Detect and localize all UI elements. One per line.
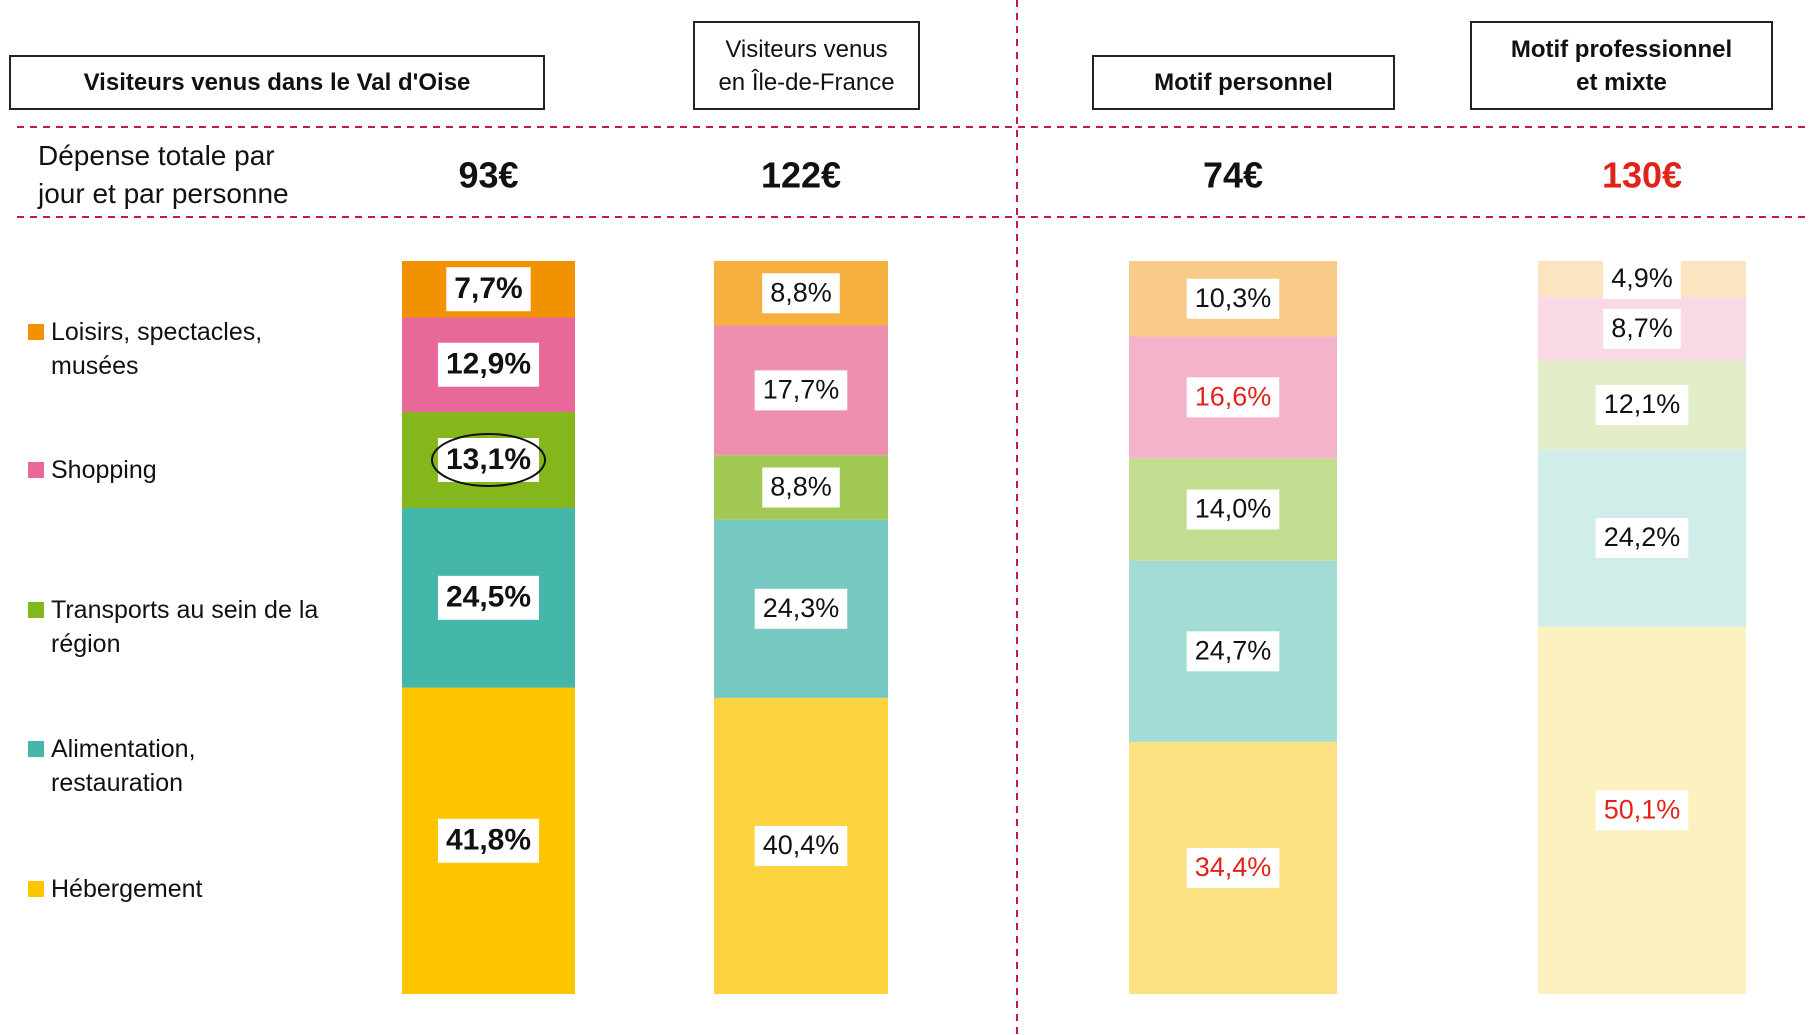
column-header: Motif personnel bbox=[1092, 55, 1395, 110]
legend-label: Shopping bbox=[51, 456, 157, 484]
label-box bbox=[437, 575, 540, 620]
legend-label: Transports au sein de la région bbox=[51, 596, 319, 658]
data-label: 13,1% bbox=[446, 443, 531, 476]
data-label: 34,4% bbox=[1195, 852, 1272, 882]
data-label: 24,5% bbox=[446, 581, 531, 614]
spend-label: Dépense totale par jour et par personne bbox=[38, 140, 289, 209]
label-box bbox=[437, 438, 540, 483]
data-label: 24,2% bbox=[1604, 522, 1681, 552]
column-header: Visiteurs venus dans le Val d'Oise bbox=[9, 55, 545, 110]
data-label: 8,8% bbox=[770, 472, 832, 502]
data-label: 16,6% bbox=[1195, 381, 1272, 411]
legend-swatch bbox=[28, 741, 44, 757]
legend-label: Loisirs, spectacles, musées bbox=[51, 318, 263, 380]
label-box bbox=[1186, 631, 1280, 672]
legend-label: Alimentation, restauration bbox=[51, 735, 196, 797]
data-label: 7,7% bbox=[454, 272, 522, 305]
data-label: 24,3% bbox=[763, 593, 840, 623]
legend-swatch bbox=[28, 324, 44, 340]
data-label: 40,4% bbox=[763, 830, 840, 860]
label-box bbox=[762, 467, 840, 508]
legend-swatch bbox=[28, 881, 44, 897]
label-box bbox=[1603, 308, 1681, 349]
data-label: 24,7% bbox=[1195, 635, 1272, 665]
data-label: 50,1% bbox=[1604, 795, 1681, 825]
label-box bbox=[1595, 385, 1689, 426]
data-label: 14,0% bbox=[1195, 494, 1272, 524]
spend-value: 74€ bbox=[1203, 155, 1263, 196]
data-label: 17,7% bbox=[763, 374, 840, 404]
label-box bbox=[754, 370, 848, 411]
label-box bbox=[1186, 847, 1280, 888]
label-box bbox=[762, 273, 840, 314]
data-label: 12,9% bbox=[446, 348, 531, 381]
label-box bbox=[1603, 258, 1681, 299]
label-box bbox=[754, 825, 848, 866]
label-box bbox=[446, 267, 531, 312]
label-box bbox=[1186, 377, 1280, 418]
data-label: 8,7% bbox=[1611, 313, 1673, 343]
data-label: 4,9% bbox=[1611, 263, 1673, 293]
label-box bbox=[1595, 518, 1689, 559]
label-box bbox=[1186, 489, 1280, 530]
label-box bbox=[437, 818, 540, 863]
label-box bbox=[1186, 278, 1280, 319]
label-box bbox=[1595, 790, 1689, 831]
column-header: Motif professionnel et mixte bbox=[1470, 21, 1773, 110]
data-label: 10,3% bbox=[1195, 283, 1272, 313]
data-label: 12,1% bbox=[1604, 389, 1681, 419]
column-header: Visiteurs venus en Île-de-France bbox=[693, 21, 920, 110]
spend-value: 122€ bbox=[761, 155, 841, 196]
spend-value: 93€ bbox=[458, 155, 518, 196]
legend-swatch bbox=[28, 602, 44, 618]
legend-swatch bbox=[28, 462, 44, 478]
data-label: 8,8% bbox=[770, 277, 832, 307]
data-label: 41,8% bbox=[446, 824, 531, 857]
label-box bbox=[437, 342, 540, 387]
highlight-ring bbox=[430, 433, 547, 488]
spend-value: 130€ bbox=[1602, 155, 1682, 196]
legend-label: Hébergement bbox=[51, 875, 203, 903]
label-box bbox=[754, 588, 848, 629]
